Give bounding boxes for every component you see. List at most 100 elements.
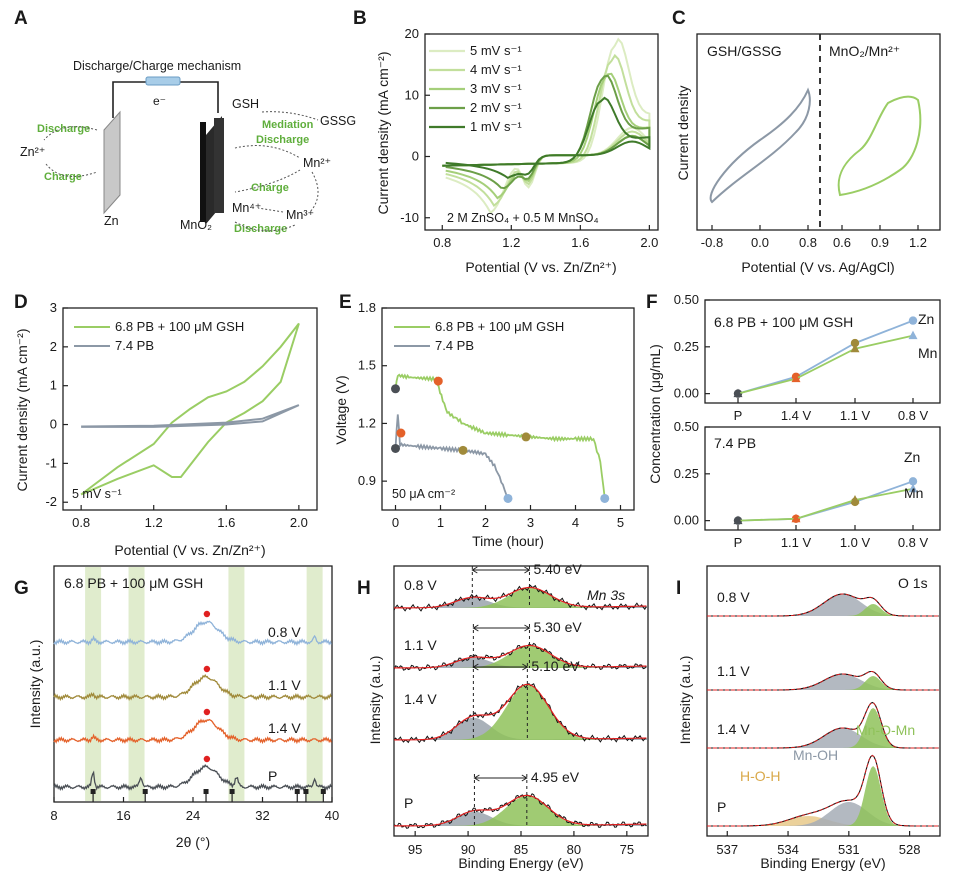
y-tick-label-b: -10 — [400, 210, 419, 225]
amorphous-peak-marker — [203, 610, 211, 618]
fit-peak-mn-oh — [707, 802, 940, 826]
panel-e: E 0 1 2 3 4 5 0.9 1.2 1.5 1.8 Voltage (V) Time (h… — [333, 292, 635, 549]
mn4-label: Mn⁴⁺ — [232, 201, 261, 215]
xps-raw-trace — [393, 584, 647, 612]
discharge-upper-label: Discharge — [256, 134, 309, 146]
xrd-trace-label: P — [268, 768, 277, 784]
mno2-mn2-title: MnO₂/Mn²⁺ — [829, 43, 900, 59]
x-axis-title-d: Potential (V vs. Zn/Zn²⁺) — [114, 542, 265, 558]
fit-peak-mn-high-be — [394, 657, 648, 668]
discharge-lower-label: Discharge — [234, 223, 287, 235]
discharge-curve-pb — [394, 414, 509, 499]
splitting-arrowhead — [522, 663, 529, 671]
panel-f: F 0.00 0.25 0.50 P 1.4 V 1.1 V 0.8 V 0.00 0.25 0.… — [646, 292, 941, 550]
scan-rate-annotation: 5 mV s⁻¹ — [72, 487, 122, 501]
y-tick-label-b: 0 — [412, 149, 419, 164]
panel-label-c: C — [672, 8, 686, 29]
x-tick-label-f: 1.0 V — [840, 535, 871, 550]
highlight-band — [128, 567, 145, 801]
x-tick-label-g: 32 — [255, 808, 269, 823]
legend-d: 6.8 PB + 100 μM GSH 7.4 PB — [74, 319, 244, 353]
x-tick-label-e: 2 — [482, 515, 489, 530]
x-tick-label-f: P — [734, 408, 743, 423]
gsh-gssg-title: GSH/GSSG — [707, 43, 782, 59]
y-tick-label-e: 1.5 — [358, 358, 376, 373]
legend-e: 6.8 PB + 100 μM GSH 7.4 PB — [394, 319, 564, 353]
xps-fit-envelope — [394, 644, 647, 669]
panel-d: D 0.8 1.2 1.6 2.0 -2 -1 0 1 2 3 Current density (… — [14, 292, 318, 558]
x-tick-label-e: 1 — [437, 515, 444, 530]
highlight-band — [85, 567, 102, 801]
panel-label-g: G — [14, 578, 29, 599]
panel-label-d: D — [14, 292, 28, 313]
zn-electrode — [103, 110, 121, 215]
xps-fit-envelope — [394, 683, 647, 741]
x-tick-label-c: 0.8 — [799, 235, 817, 250]
x-axis-title-c: Potential (V vs. Ag/AgCl) — [741, 259, 894, 275]
x-tick-label-e: 3 — [527, 515, 534, 530]
discharge-upper-arrow — [234, 145, 301, 159]
x-axis-title-i: Binding Energy (eV) — [760, 855, 885, 871]
y-tick-label-d: 3 — [50, 300, 57, 315]
sampling-marker — [391, 384, 400, 394]
xps-trace-label: 1.4 V — [404, 691, 437, 707]
mn-point — [908, 330, 918, 340]
reference-peak-marker — [203, 789, 209, 794]
x-axis-title-h: Binding Energy (eV) — [458, 855, 583, 871]
y-axis-title-i: Intensity (a.u.) — [677, 656, 693, 745]
x-tick-label-g: 40 — [325, 808, 339, 823]
fit-peak-mn-low-be — [394, 588, 648, 608]
series-line-mn — [737, 487, 914, 522]
x-tick-label-g: 16 — [116, 808, 130, 823]
zn-electrode-label: Zn — [104, 214, 119, 228]
cv-curve-pb — [81, 404, 300, 428]
panel-label-a: A — [14, 8, 28, 29]
splitting-arrowhead — [471, 566, 478, 574]
x-tick-label-d: 2.0 — [290, 515, 308, 530]
y-tick-label-f: 0.25 — [674, 466, 699, 481]
mechanism-title: Discharge/Charge mechanism — [73, 59, 241, 73]
xps-fit-envelope — [707, 671, 939, 691]
fit-peak-mn-low-be — [394, 646, 648, 668]
y-tick-label-d: -2 — [45, 494, 57, 509]
panel-label-e: E — [339, 292, 352, 313]
x-tick-label-c: 0.0 — [751, 235, 769, 250]
x-tick-label-d: 1.2 — [145, 515, 163, 530]
x-tick-label-h: 95 — [408, 842, 422, 857]
panel-h: H 95 90 85 80 75 5.40 eV 0.8 V 5.30 eV 1.1 V 5.10… — [357, 561, 649, 871]
fit-peak-mn-oh — [707, 674, 940, 690]
x-tick-label-f: 1.4 V — [781, 408, 812, 423]
sampling-marker — [521, 432, 531, 442]
fit-peak-mn-high-be — [394, 811, 648, 826]
y-tick-label-f: 0.50 — [674, 419, 699, 434]
legend-d-gsh: 6.8 PB + 100 μM GSH — [115, 319, 244, 334]
h-title: Mn 3s — [587, 587, 625, 603]
discharge-left-arrow — [43, 126, 98, 141]
xrd-trace-label: 1.1 V — [268, 677, 301, 693]
xrd-trace-2 — [53, 673, 332, 702]
sampling-marker — [391, 443, 400, 453]
fit-peak-mn-high-be — [394, 717, 648, 740]
xps-fit-envelope — [394, 586, 647, 609]
y-tick-label-f: 0.00 — [674, 513, 699, 528]
sampling-marker — [503, 493, 513, 503]
plot-frame-f-top — [704, 299, 941, 404]
y-tick-label-f: 0.50 — [674, 292, 699, 307]
amorphous-peak-marker — [203, 665, 211, 673]
x-axis-title-e: Time (hour) — [472, 533, 544, 549]
y-tick-label-d: 1 — [50, 378, 57, 393]
legend-b-entry: 3 mV s⁻¹ — [470, 81, 522, 96]
splitting-arrowhead — [524, 624, 531, 632]
x-tick-label-e: 4 — [572, 515, 579, 530]
gssg-label: GSSG — [320, 114, 356, 128]
xrd-trace-label: 1.4 V — [268, 720, 301, 736]
zn-point — [908, 316, 918, 325]
splitting-arrowhead — [472, 663, 479, 671]
y-tick-label-d: 2 — [50, 339, 57, 354]
fit-peak-mn-o-mn — [707, 766, 940, 826]
panel-b: B 0.8 1.2 1.6 2.0 -10 0 10 20 Current density (… — [353, 8, 659, 275]
plot-frame-d — [62, 307, 318, 511]
x-tick-label-h: 85 — [514, 842, 528, 857]
mediation-label: Mediation — [262, 119, 314, 131]
xps-trace-label: 1.4 V — [717, 721, 750, 737]
